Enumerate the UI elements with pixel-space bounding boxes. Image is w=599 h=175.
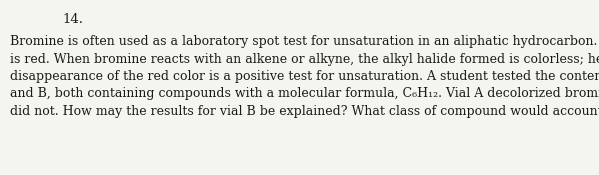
Text: is red. When bromine reacts with an alkene or alkyne, the alkyl halide formed is: is red. When bromine reacts with an alke… — [10, 52, 599, 65]
Text: Bromine is often used as a laboratory spot test for unsaturation in an aliphatic: Bromine is often used as a laboratory sp… — [10, 35, 599, 48]
Text: disappearance of the red color is a positive test for unsaturation. A student te: disappearance of the red color is a posi… — [10, 70, 599, 83]
Text: did not. How may the results for vial B be explained? What class of compound wou: did not. How may the results for vial B … — [10, 105, 599, 118]
Text: and B, both containing compounds with a molecular formula, C₆H₁₂. Vial A decolor: and B, both containing compounds with a … — [10, 88, 599, 100]
Text: 14.: 14. — [62, 13, 83, 26]
